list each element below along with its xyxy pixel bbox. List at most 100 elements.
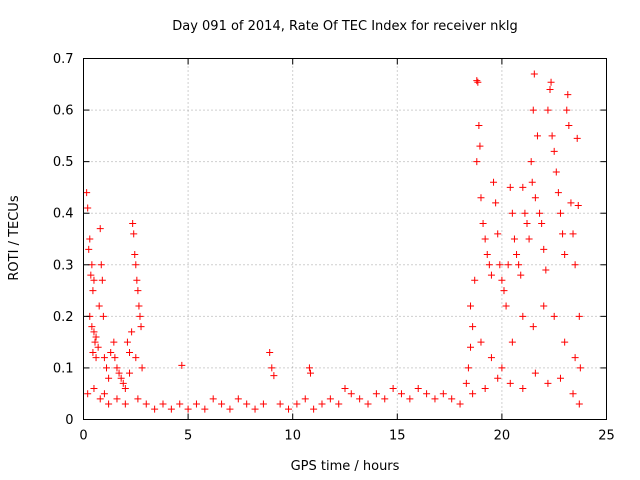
- data-point: [96, 225, 104, 233]
- data-point: [83, 189, 91, 197]
- x-axis-label: GPS time / hours: [291, 459, 400, 474]
- data-point: [100, 354, 108, 362]
- data-point: [110, 338, 118, 346]
- data-point: [406, 395, 414, 403]
- data-point: [540, 302, 548, 310]
- data-point: [113, 395, 121, 403]
- data-point: [544, 379, 552, 387]
- data-point: [414, 385, 422, 393]
- data-point: [473, 158, 481, 166]
- data-point: [90, 328, 98, 336]
- data-point: [97, 261, 105, 269]
- data-point: [498, 364, 506, 372]
- data-point: [92, 354, 100, 362]
- data-point: [547, 78, 555, 86]
- data-point: [301, 395, 309, 403]
- x-tick-label: 20: [494, 429, 511, 444]
- data-point: [494, 374, 502, 382]
- data-point: [575, 312, 583, 320]
- data-point: [504, 261, 512, 269]
- data-point: [559, 230, 567, 238]
- data-point: [131, 250, 139, 258]
- data-point: [529, 106, 537, 114]
- data-point: [135, 302, 143, 310]
- data-point: [500, 287, 508, 295]
- data-point: [554, 189, 562, 197]
- data-point: [528, 178, 536, 186]
- data-point: [540, 245, 548, 253]
- y-tick-label: 0.2: [53, 310, 74, 325]
- data-point: [119, 379, 127, 387]
- data-point: [111, 354, 119, 362]
- data-point: [84, 390, 92, 398]
- data-point: [243, 400, 251, 408]
- data-point: [132, 354, 140, 362]
- data-point: [487, 271, 495, 279]
- data-point: [90, 385, 98, 393]
- data-point: [121, 400, 129, 408]
- data-point: [431, 395, 439, 403]
- data-point: [525, 235, 533, 243]
- y-tick-label: 0: [65, 413, 73, 428]
- data-point: [123, 338, 131, 346]
- data-point: [381, 395, 389, 403]
- data-point: [270, 372, 278, 380]
- data-point: [462, 379, 470, 387]
- data-point: [347, 390, 355, 398]
- data-point: [517, 271, 525, 279]
- data-point: [536, 209, 544, 217]
- data-point: [573, 134, 581, 142]
- data-point: [138, 364, 146, 372]
- data-point: [95, 302, 103, 310]
- data-point: [467, 343, 475, 351]
- data-point: [126, 348, 134, 356]
- data-point: [569, 390, 577, 398]
- data-point: [464, 364, 472, 372]
- y-tick-label: 0.1: [53, 361, 74, 376]
- data-point: [305, 364, 313, 372]
- data-point: [372, 390, 380, 398]
- data-point: [519, 312, 527, 320]
- data-point: [92, 333, 100, 341]
- y-tick-label: 0.7: [53, 52, 74, 67]
- data-point: [542, 266, 550, 274]
- data-point: [477, 194, 485, 202]
- data-point: [117, 374, 125, 382]
- data-point: [134, 395, 142, 403]
- data-point: [326, 395, 334, 403]
- data-point: [474, 78, 482, 86]
- data-point: [508, 338, 516, 346]
- data-point: [538, 220, 546, 228]
- data-point: [100, 390, 108, 398]
- data-point: [521, 209, 529, 217]
- data-point: [469, 390, 477, 398]
- data-point: [364, 400, 372, 408]
- data-point: [121, 385, 129, 393]
- data-point: [389, 385, 397, 393]
- data-point: [293, 400, 301, 408]
- data-point: [128, 328, 136, 336]
- data-point: [397, 390, 405, 398]
- data-point: [130, 230, 138, 238]
- data-point: [341, 385, 349, 393]
- data-point: [492, 199, 500, 207]
- data-point: [561, 250, 569, 258]
- data-point: [133, 276, 141, 284]
- data-point: [529, 323, 537, 331]
- data-point: [530, 70, 538, 78]
- data-point: [96, 395, 104, 403]
- data-point: [115, 369, 123, 377]
- x-tick-label: 25: [598, 429, 615, 444]
- data-point: [310, 405, 318, 413]
- data-point: [569, 230, 577, 238]
- data-point: [477, 338, 485, 346]
- data-point: [565, 122, 573, 130]
- grid: [83, 58, 607, 420]
- data-point: [266, 348, 274, 356]
- data-point: [515, 261, 523, 269]
- data-point: [89, 348, 97, 356]
- data-point: [218, 400, 226, 408]
- data-point: [510, 235, 518, 243]
- data-point: [544, 106, 552, 114]
- data-point: [90, 276, 98, 284]
